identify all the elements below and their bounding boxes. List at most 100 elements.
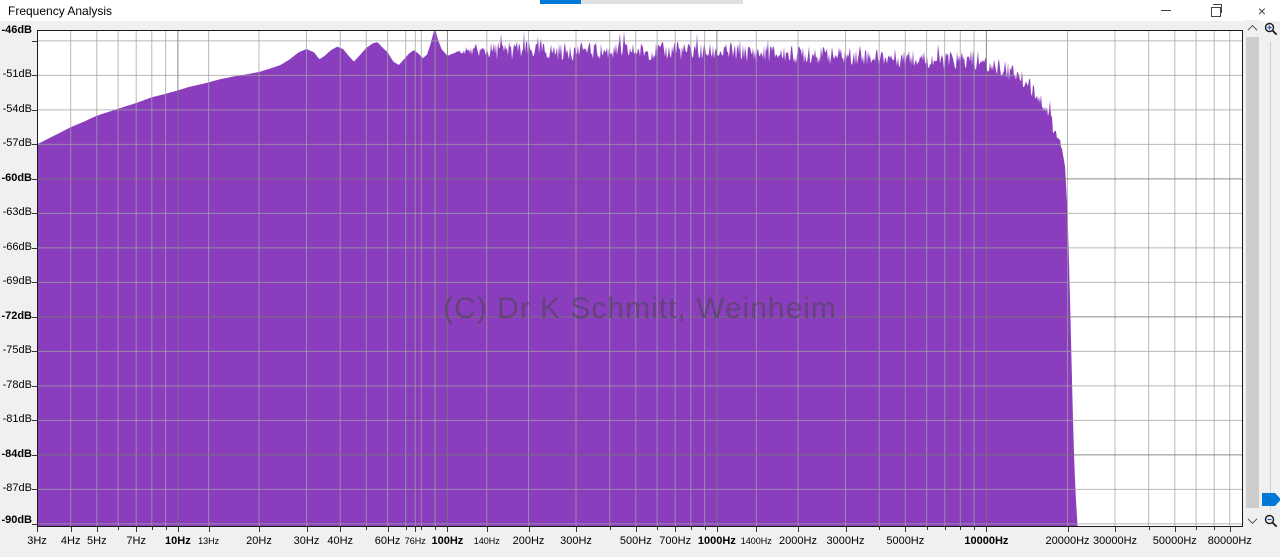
y-axis-label: -90dB [1,514,32,526]
x-axis-label: 40Hz [327,535,354,547]
y-tick-mark [32,282,37,283]
x-minor-tick-mark [178,527,179,530]
y-tick-mark [32,317,37,318]
x-minor-tick-mark [209,527,210,530]
x-axis-label: 10Hz [165,535,191,547]
x-minor-tick-mark [406,527,407,530]
x-axis-label: 3000Hz [826,535,865,547]
x-minor-tick-mark [756,527,757,530]
restore-button[interactable] [1201,0,1231,21]
y-axis-label: -46dB [1,24,32,36]
x-minor-tick-mark [691,527,692,530]
y-axis-label: -87dB [2,482,32,495]
vertical-scrollbar[interactable] [1245,20,1260,528]
x-axis-label: 2000Hz [779,535,817,547]
x-minor-tick-mark [1230,527,1231,530]
x-minor-tick-mark [960,527,961,530]
x-minor-tick-mark [610,527,611,530]
y-axis-label: -66dB [2,240,32,253]
close-button[interactable]: × [1257,2,1267,19]
y-tick-mark [32,248,37,249]
x-minor-tick-mark [1175,527,1176,530]
minimize-button[interactable] [1151,0,1181,21]
x-minor-tick-mark [447,527,448,530]
y-axis-label: -57dB [2,137,32,150]
spectrum-chart [37,30,1243,527]
x-axis: 3Hz 4Hz 5Hz 7Hz 10Hz 13Hz 20Hz 30Hz 40Hz 60Hz 76Hz… [27,527,1252,553]
x-axis-label: 3Hz [27,535,47,547]
x-minor-tick-mark [71,527,72,530]
y-tick-mark [32,144,37,145]
x-minor-tick-mark [152,527,153,530]
scroll-up-arrow-icon[interactable] [1245,20,1260,36]
x-minor-tick-mark [1115,527,1116,530]
x-minor-tick-mark [636,527,637,530]
scrollbar-thumb[interactable] [1246,37,1259,508]
x-axis-label: 20Hz [246,535,272,547]
x-minor-tick-mark [415,527,416,530]
y-axis-label: -75dB [2,344,32,357]
x-axis-label: 80000Hz [1207,535,1252,547]
y-tick-mark [32,420,37,421]
x-minor-tick-mark [1149,527,1150,530]
zoom-slider-track[interactable] [1270,42,1271,510]
x-minor-tick-mark [340,527,341,530]
titlebar[interactable]: Frequency Analysis × [0,0,1280,21]
zoom-controls [1261,20,1280,532]
progress-strip-fill [540,0,581,4]
x-axis-label: 5Hz [87,535,107,547]
y-tick-mark [32,524,37,525]
x-minor-tick-mark [97,527,98,530]
spectrum-plot[interactable]: (C) Dr K Schmitt, Weinheim [37,30,1243,527]
y-axis-label: -78dB [2,378,32,391]
x-minor-tick-mark [905,527,906,530]
x-axis-label: 4Hz [60,535,81,547]
x-minor-tick-mark [1214,527,1215,530]
x-minor-tick-mark [487,527,488,530]
x-minor-tick-mark [388,527,389,530]
y-tick-mark [32,455,37,456]
spectrum-area [37,30,1078,527]
window-title: Frequency Analysis [8,4,113,18]
x-minor-tick-mark [986,527,987,530]
y-axis-label: -54dB [2,102,32,115]
x-axis-label: 13Hz [198,536,220,546]
y-axis-label: -69dB [2,275,32,288]
x-minor-tick-mark [879,527,880,530]
x-minor-tick-mark [974,527,975,530]
x-minor-tick-mark [927,527,928,530]
zoom-in-icon[interactable] [1264,22,1278,36]
x-minor-tick-mark [675,527,676,530]
progress-strip [540,0,743,4]
y-axis-label: -63dB [2,206,32,219]
x-axis-label: 76Hz [404,536,426,546]
x-minor-tick-mark [945,527,946,530]
x-axis-label: 1400Hz [740,536,772,546]
y-axis-label: -60dB [1,171,32,184]
x-minor-tick-mark [1196,527,1197,530]
x-tick-mark [37,527,38,532]
x-axis-label: 60Hz [374,535,401,547]
x-axis-label: 200Hz [512,535,545,547]
x-minor-tick-mark [717,527,718,530]
x-axis-label: 30Hz [293,535,320,547]
x-minor-tick-mark [798,527,799,530]
x-minor-tick-mark [421,527,422,530]
x-axis-label: 30000Hz [1092,535,1138,547]
x-minor-tick-mark [166,527,167,530]
y-tick-mark [32,351,37,352]
minimize-icon [1161,10,1171,11]
y-tick-mark [32,489,37,490]
x-minor-tick-mark [846,527,847,530]
scroll-down-arrow-icon[interactable] [1245,512,1260,528]
plot-border [37,30,1243,527]
y-tick-mark [32,179,37,180]
zoom-slider-handle[interactable] [1262,493,1280,506]
x-axis-label: 7Hz [126,535,146,547]
x-axis-label: 10000Hz [964,535,1009,547]
x-minor-tick-mark [705,527,706,530]
x-minor-tick-mark [529,527,530,530]
x-axis-label: 140Hz [473,536,500,546]
y-axis-label: -72dB [1,309,32,322]
zoom-out-icon[interactable] [1264,514,1278,528]
